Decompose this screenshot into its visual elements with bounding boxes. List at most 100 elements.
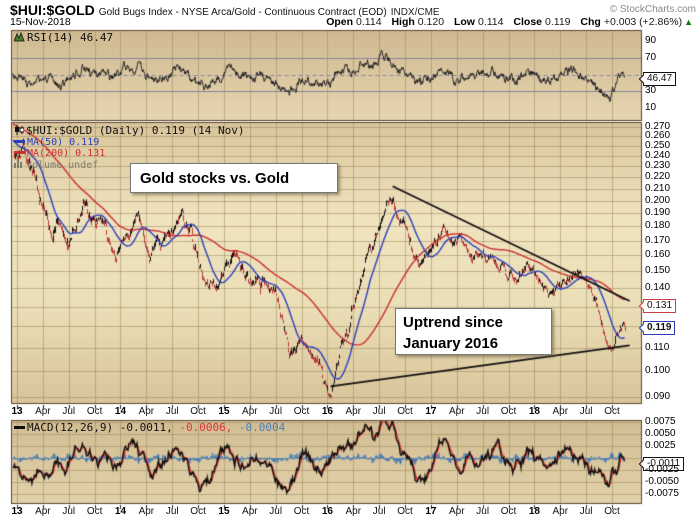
x-axis-tick-label: Apr — [449, 406, 465, 417]
price-y-tick-label: 0.240 — [645, 149, 671, 161]
ma200-value-callout: 0.131 — [643, 299, 677, 313]
annotation-gold-stocks-vs-gold: Gold stocks vs. Gold — [130, 163, 338, 193]
volume-legend: Volume undef — [14, 159, 98, 171]
rsi-value-callout: 46.47 — [643, 72, 677, 86]
x-axis-tick-label: 14 — [114, 406, 127, 417]
rsi-area-icon — [13, 31, 25, 44]
up-arrow-icon: ▲ — [684, 17, 693, 27]
price-y-tick-label: 0.170 — [645, 234, 671, 246]
x-axis-tick-label: Oct — [190, 506, 206, 517]
x-axis-tick-label: 18 — [528, 406, 540, 417]
copyright-link[interactable]: © StockCharts.com — [609, 4, 696, 15]
close-value: 0.119 — [545, 16, 571, 28]
macd-y-tick-label: 0.0075 — [645, 416, 676, 428]
x-axis-tick-label: 14 — [114, 506, 127, 517]
x-axis-tick-label: Apr — [552, 406, 569, 417]
x-axis-tick-label: Apr — [242, 406, 258, 417]
rsi-y-tick-label: 90 — [645, 35, 657, 47]
ma50-legend-text: MA(50) 0.119 — [27, 137, 100, 148]
x-axis-tick-label: 16 — [321, 506, 333, 517]
x-axis-tick-label: Oct — [604, 506, 620, 517]
x-axis-tick-label: Oct — [397, 406, 413, 417]
rsi-y-tick-label: 30 — [645, 85, 657, 97]
volume-legend-text: Volume undef — [26, 160, 99, 171]
annotation-uptrend-line2: January 2016 — [403, 335, 499, 352]
volume-bars-icon — [14, 159, 24, 171]
open-label: Open — [326, 16, 354, 28]
x-axis-tick-label: Jul — [476, 506, 490, 517]
x-axis-tick-label: 17 — [425, 406, 437, 417]
x-axis-tick-label: Apr — [345, 406, 362, 417]
candlestick-icon — [14, 125, 25, 137]
macd-y-tick-label: 0.0025 — [645, 440, 676, 452]
x-axis-tick-label: 18 — [528, 506, 540, 517]
rsi-y-tick-label: 70 — [645, 52, 657, 64]
price-y-tick-label: 0.150 — [645, 265, 671, 277]
ticker-description: Gold Bugs Index - NYSE Arca/Gold - Conti… — [98, 7, 387, 18]
x-axis-tick-label: 15 — [218, 506, 230, 517]
price-y-tick-label: 0.100 — [645, 365, 671, 377]
low-value: 0.114 — [477, 16, 504, 28]
x-axis-tick-label: Apr — [35, 506, 51, 517]
x-axis-tick-label: Apr — [449, 506, 465, 517]
price-y-tick-label: 0.210 — [645, 182, 671, 194]
price-y-tick-label: 0.160 — [645, 249, 671, 261]
x-axis-tick-label: Jul — [476, 406, 490, 417]
x-axis-tick-label: Jul — [579, 506, 593, 517]
macd-line-icon — [14, 425, 25, 429]
macd-value: -0.0011, — [119, 421, 173, 434]
x-axis-tick-label: Oct — [604, 406, 620, 417]
x-axis-tick-label: Jul — [579, 406, 593, 417]
rsi-legend-label: RSI(14) 46.47 — [27, 31, 114, 44]
macd-legend: MACD(12,26,9) -0.0011, -0.0006, -0.0004 — [14, 422, 285, 433]
x-axis-tick-label: Oct — [293, 506, 310, 517]
price-y-tick-label: 0.270 — [645, 120, 671, 132]
x-axis-tick-label: Apr — [138, 506, 155, 517]
price-legend-title: $HUI:$GOLD (Daily) 0.119 (14 Nov) — [14, 125, 245, 137]
quote-strip: Open 0.114 High 0.120 Low 0.114 Close 0.119 … — [319, 16, 693, 28]
x-axis-tick-label: 13 — [11, 406, 23, 417]
chg-value: +0.003 (+2.86%) — [603, 16, 683, 28]
rsi-legend: RSI(14) 46.47 — [13, 31, 114, 44]
x-axis-tick-label: Apr — [35, 406, 51, 417]
exchange-label: INDX/CME — [390, 7, 440, 18]
annotation-uptrend-line1: Uptrend since — [403, 314, 504, 331]
chart-date: 15-Nov-2018 — [10, 16, 71, 28]
x-axis-tick-label: Jul — [372, 406, 386, 417]
x-axis-tick-label: Jul — [62, 506, 76, 517]
x-axis-tick-label: Apr — [552, 506, 569, 517]
ma200-legend: MA(200) 0.131 — [14, 148, 105, 159]
low-label: Low — [453, 16, 475, 28]
x-axis-tick-label: Oct — [86, 506, 103, 517]
x-axis-tick-label: Oct — [190, 406, 206, 417]
macd-y-tick-label: -0.0075 — [645, 488, 679, 500]
macd-legend-label: MACD(12,26,9) — [27, 421, 114, 434]
x-axis-tick-label: Oct — [86, 406, 103, 417]
price-y-tick-label: 0.140 — [645, 282, 671, 294]
chg-label: Chg — [580, 16, 601, 28]
price-y-tick-label: 0.230 — [645, 160, 671, 172]
x-axis-tick-label: Jul — [165, 506, 179, 517]
ma50-line-icon — [14, 139, 25, 143]
x-axis-tick-label: Jul — [269, 506, 283, 517]
ma50-value-callout: 0.119 — [643, 321, 676, 335]
x-axis-tick-label: 16 — [321, 406, 333, 417]
macd-y-tick-label: 0.0050 — [645, 428, 676, 440]
close-label: Close — [513, 16, 542, 28]
high-label: High — [391, 16, 415, 28]
x-axis-tick-label: Oct — [500, 406, 517, 417]
open-value: 0.114 — [356, 16, 382, 28]
x-axis-tick-label: Apr — [138, 406, 155, 417]
price-y-tick-label: 0.090 — [645, 391, 671, 403]
x-axis-tick-label: Oct — [293, 406, 310, 417]
macd-signal-value: -0.0006, — [179, 421, 233, 434]
x-axis-tick-label: Jul — [372, 506, 386, 517]
x-axis-tick-label: 15 — [218, 406, 230, 417]
x-axis-tick-label: Oct — [397, 506, 413, 517]
annotation-uptrend: Uptrend since January 2016 — [395, 308, 552, 355]
x-axis-tick-label: Oct — [500, 506, 517, 517]
high-value: 0.120 — [417, 16, 445, 28]
x-axis-tick-label: Apr — [242, 506, 258, 517]
